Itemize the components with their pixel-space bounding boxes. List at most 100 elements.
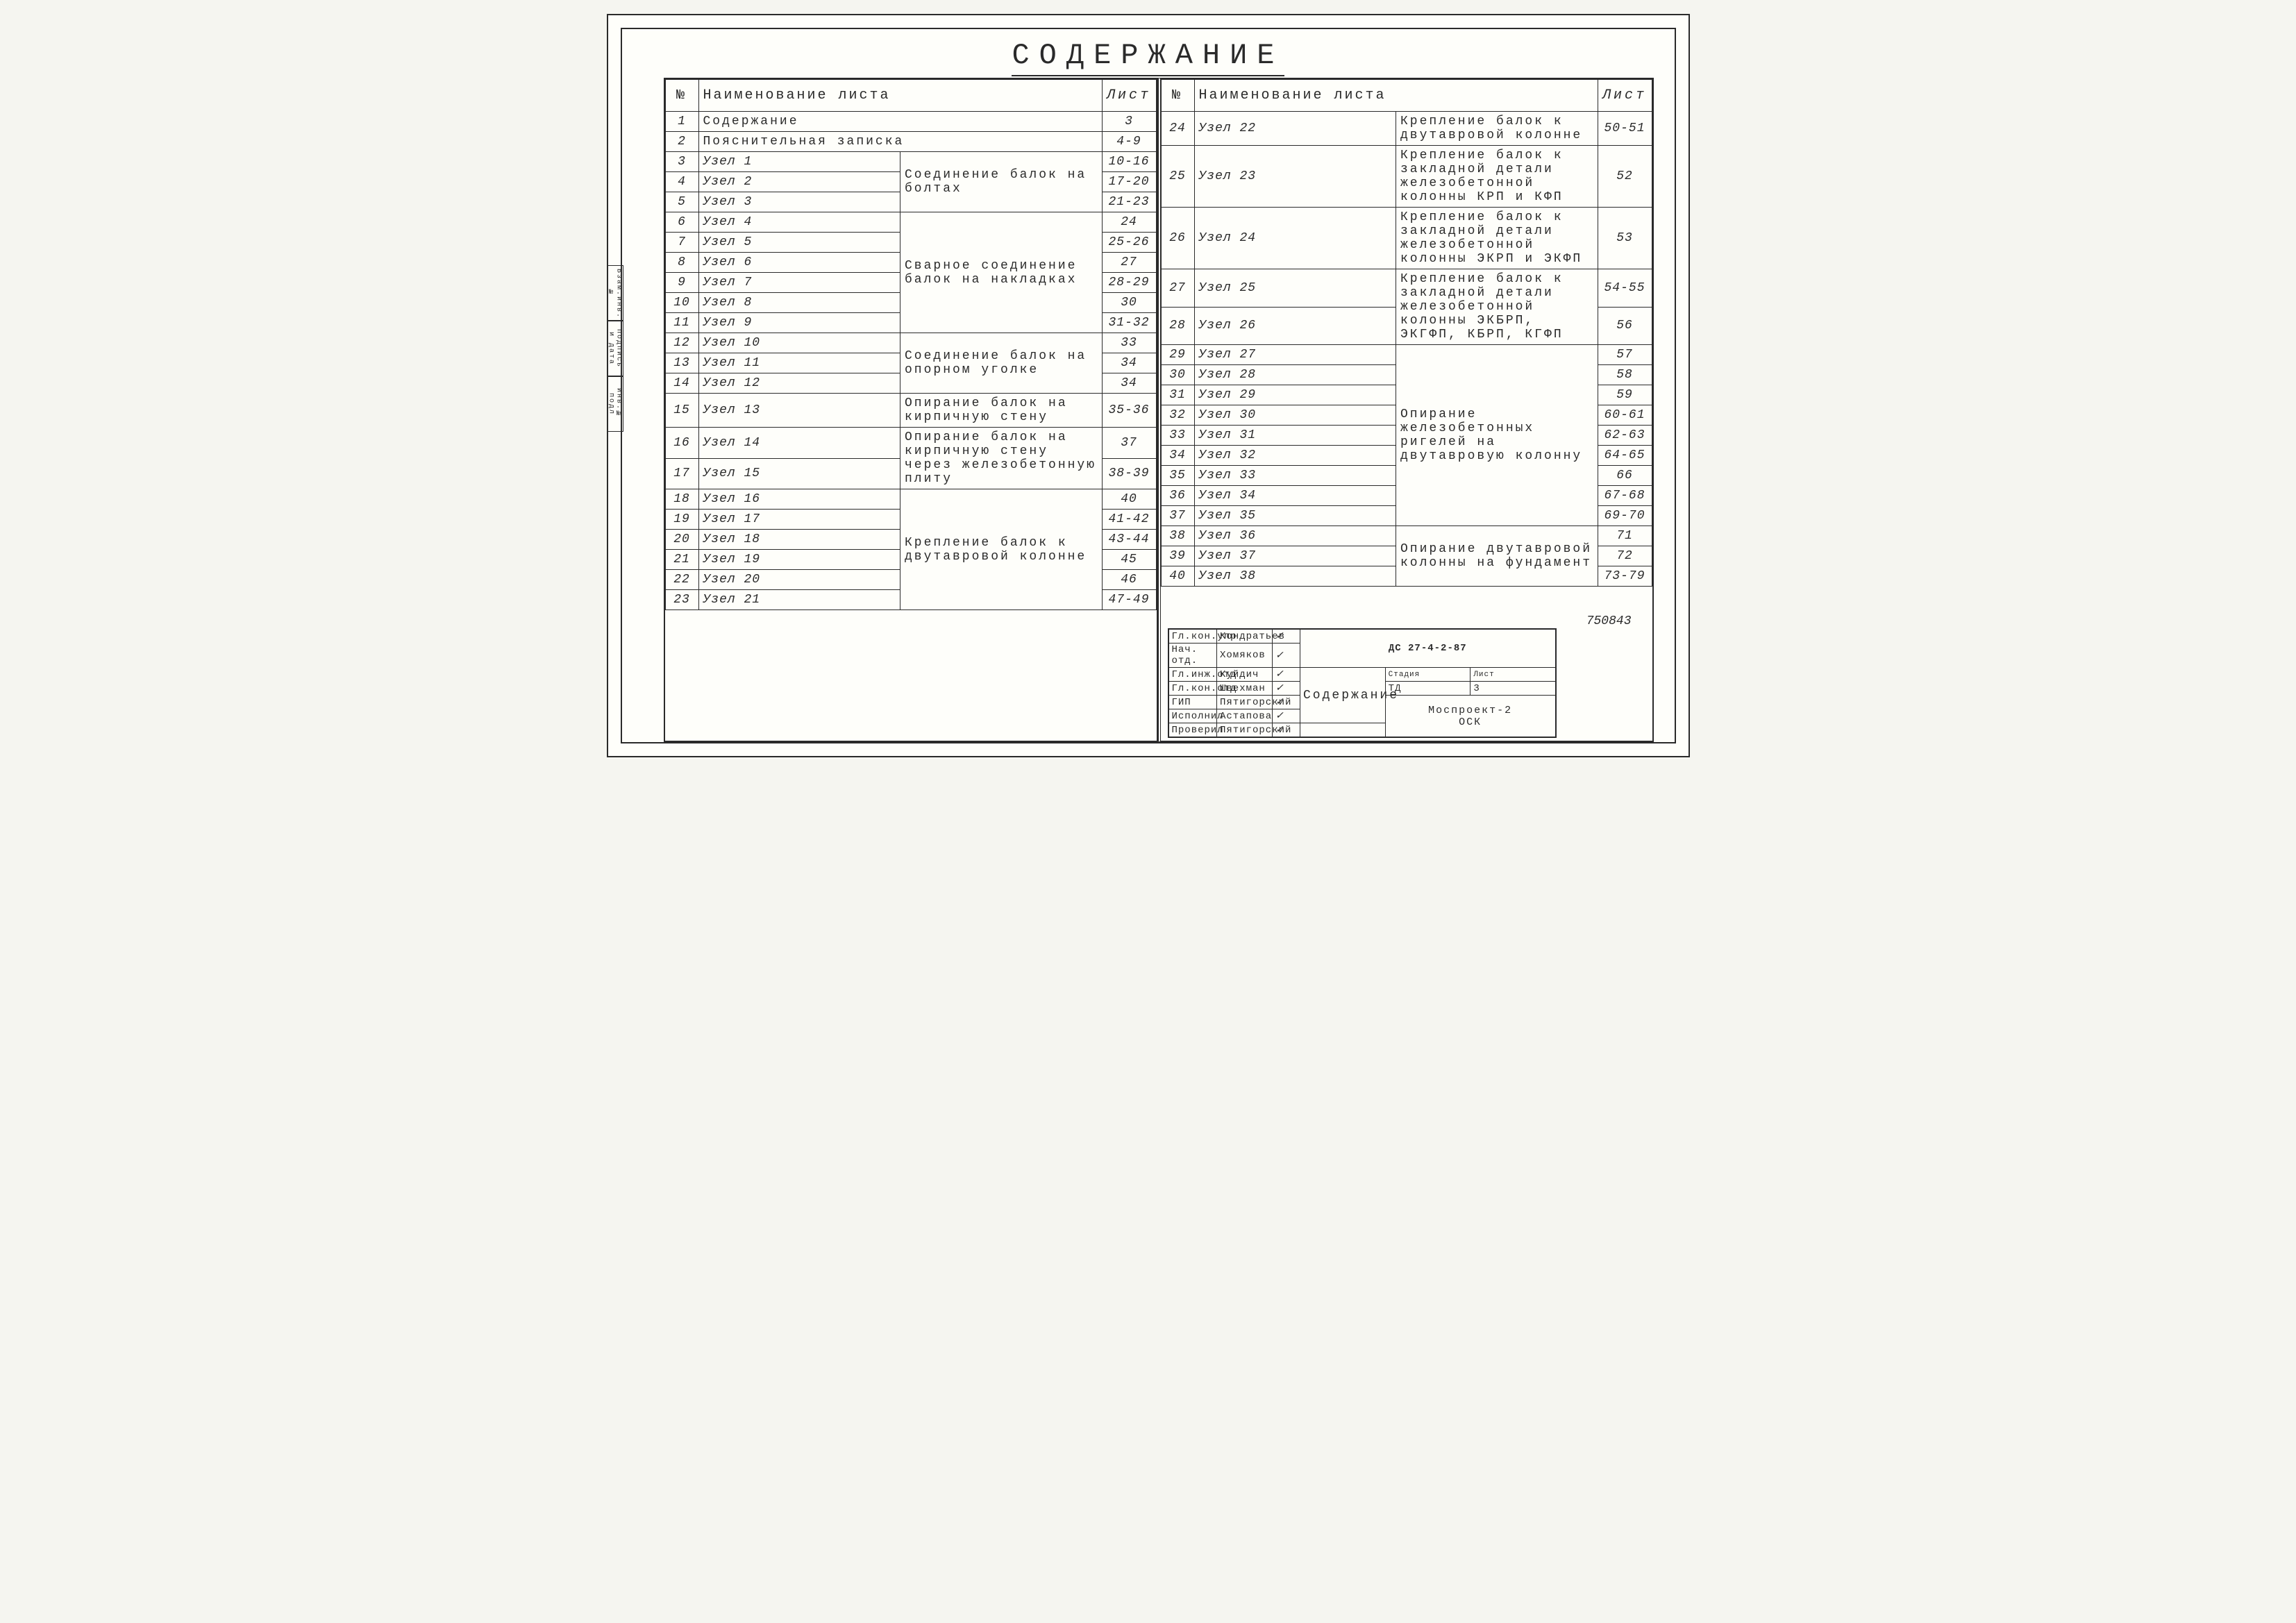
sheet-number: 33 [1102, 333, 1156, 353]
row-number: 32 [1161, 405, 1194, 426]
node-label: Узел 23 [1194, 146, 1396, 208]
row-number: 21 [665, 550, 698, 570]
node-label: Узел 18 [698, 530, 900, 550]
sheet-number: 47-49 [1102, 590, 1156, 610]
row-number: 36 [1161, 486, 1194, 506]
row-number: 3 [665, 152, 698, 172]
row-description: Соединение балок на опорном уголке [900, 333, 1103, 394]
side-tab: Подпись и дата [607, 321, 623, 376]
row-description: Крепление балок к закладной детали желез… [1396, 269, 1598, 345]
col-header-name: Наименование листа [1194, 80, 1598, 112]
sheet-number: 27 [1102, 253, 1156, 273]
node-label: Узел 29 [1194, 385, 1396, 405]
row-number: 11 [665, 313, 698, 333]
sheet-number: 50-51 [1598, 112, 1652, 146]
document-title: Содержание [622, 29, 1675, 78]
sheet-number: 41-42 [1102, 510, 1156, 530]
table-row: 12Узел 10Соединение балок на опорном уго… [665, 333, 1156, 353]
table-row: 26Узел 24Крепление балок к закладной дет… [1161, 208, 1652, 269]
role-label: Исполнил [1168, 709, 1217, 723]
node-label: Узел 1 [698, 152, 900, 172]
row-number: 34 [1161, 446, 1194, 466]
table-row: 6Узел 4Сварное соединение балок на накла… [665, 212, 1156, 233]
table-row: 16Узел 14Опирание балок на кирпичную сте… [665, 428, 1156, 459]
node-label: Узел 14 [698, 428, 900, 459]
sheet-number: 59 [1598, 385, 1652, 405]
row-description: Крепление балок к двутавровой колонне [900, 489, 1103, 610]
node-label: Узел 36 [1194, 526, 1396, 546]
row-number: 40 [1161, 566, 1194, 587]
node-label: Узел 17 [698, 510, 900, 530]
node-label: Узел 37 [1194, 546, 1396, 566]
sheet-number: 10-16 [1102, 152, 1156, 172]
table-row: 24Узел 22Крепление балок к двутавровой к… [1161, 112, 1652, 146]
row-number: 22 [665, 570, 698, 590]
document-code: ДС 27-4-2-87 [1300, 629, 1556, 668]
node-label: Узел 6 [698, 253, 900, 273]
node-label: Узел 27 [1194, 345, 1396, 365]
role-label: Нач. отд. [1168, 644, 1217, 668]
right-column: № Наименование листа Лист 24Узел 22Крепл… [1158, 78, 1654, 742]
sheet-number: 37 [1102, 428, 1156, 459]
left-column: № Наименование листа Лист 1Содержание32П… [664, 78, 1158, 742]
row-number: 6 [665, 212, 698, 233]
sheet-label: Лист [1470, 668, 1556, 682]
sheet-number: 64-65 [1598, 446, 1652, 466]
col-header-number: № [665, 80, 698, 112]
row-description: Опирание двутавровой колонны на фундамен… [1396, 526, 1598, 587]
sheet-number: 25-26 [1102, 233, 1156, 253]
role-name: Кондратьев [1217, 629, 1273, 644]
sheet-number: 34 [1102, 373, 1156, 394]
node-label: Узел 24 [1194, 208, 1396, 269]
row-number: 20 [665, 530, 698, 550]
row-number: 23 [665, 590, 698, 610]
inner-frame: Содержание № Наименование листа Лист 1Со… [621, 28, 1676, 743]
table-row: 38Узел 36Опирание двутавровой колонны на… [1161, 526, 1652, 546]
row-number: 12 [665, 333, 698, 353]
row-description: Крепление балок к закладной детали желез… [1396, 146, 1598, 208]
node-label: Узел 35 [1194, 506, 1396, 526]
role-name: Астапова [1217, 709, 1273, 723]
row-number: 10 [665, 293, 698, 313]
node-label: Узел 11 [698, 353, 900, 373]
row-number: 8 [665, 253, 698, 273]
node-label: Узел 9 [698, 313, 900, 333]
row-number: 2 [665, 132, 698, 152]
sheet-number: 52 [1598, 146, 1652, 208]
contents-table-right: № Наименование листа Лист 24Узел 22Крепл… [1161, 79, 1652, 587]
row-description: Опирание балок на кирпичную стену [900, 394, 1103, 428]
table-row: 1Содержание3 [665, 112, 1156, 132]
node-label: Узел 13 [698, 394, 900, 428]
table-row: 2Пояснительная записка4-9 [665, 132, 1156, 152]
table-row: 15Узел 13Опирание балок на кирпичную сте… [665, 394, 1156, 428]
row-description: Содержание [698, 112, 1102, 132]
organization: Моспроект-2ОСК [1385, 696, 1555, 738]
col-header-name: Наименование листа [698, 80, 1102, 112]
project-number: 750843 [1168, 614, 1645, 628]
sheet-number: 53 [1598, 208, 1652, 269]
row-number: 24 [1161, 112, 1194, 146]
drawing-sheet: Взам.инв.№ Подпись и дата Инв.№ подл Сод… [607, 14, 1690, 757]
table-row: 25Узел 23Крепление балок к закладной дет… [1161, 146, 1652, 208]
node-label: Узел 26 [1194, 307, 1396, 345]
row-number: 4 [665, 172, 698, 192]
stage-value: ТД [1385, 682, 1470, 696]
node-label: Узел 33 [1194, 466, 1396, 486]
role-name: Куйдич [1217, 668, 1273, 682]
node-label: Узел 4 [698, 212, 900, 233]
node-label: Узел 38 [1194, 566, 1396, 587]
sheet-number: 73-79 [1598, 566, 1652, 587]
row-number: 31 [1161, 385, 1194, 405]
signature: ✓ [1273, 629, 1300, 644]
sheet-value: 3 [1470, 682, 1556, 696]
col-header-number: № [1161, 80, 1194, 112]
table-row: 3Узел 1Соединение балок на болтах10-16 [665, 152, 1156, 172]
titleblock: Гл.кон.упр Кондратьев ✓ ДС 27-4-2-87 Нач… [1168, 628, 1557, 738]
sheet-number: 4-9 [1102, 132, 1156, 152]
table-row: 18Узел 16Крепление балок к двутавровой к… [665, 489, 1156, 510]
row-number: 15 [665, 394, 698, 428]
row-number: 33 [1161, 426, 1194, 446]
node-label: Узел 25 [1194, 269, 1396, 308]
node-label: Узел 16 [698, 489, 900, 510]
row-number: 27 [1161, 269, 1194, 308]
